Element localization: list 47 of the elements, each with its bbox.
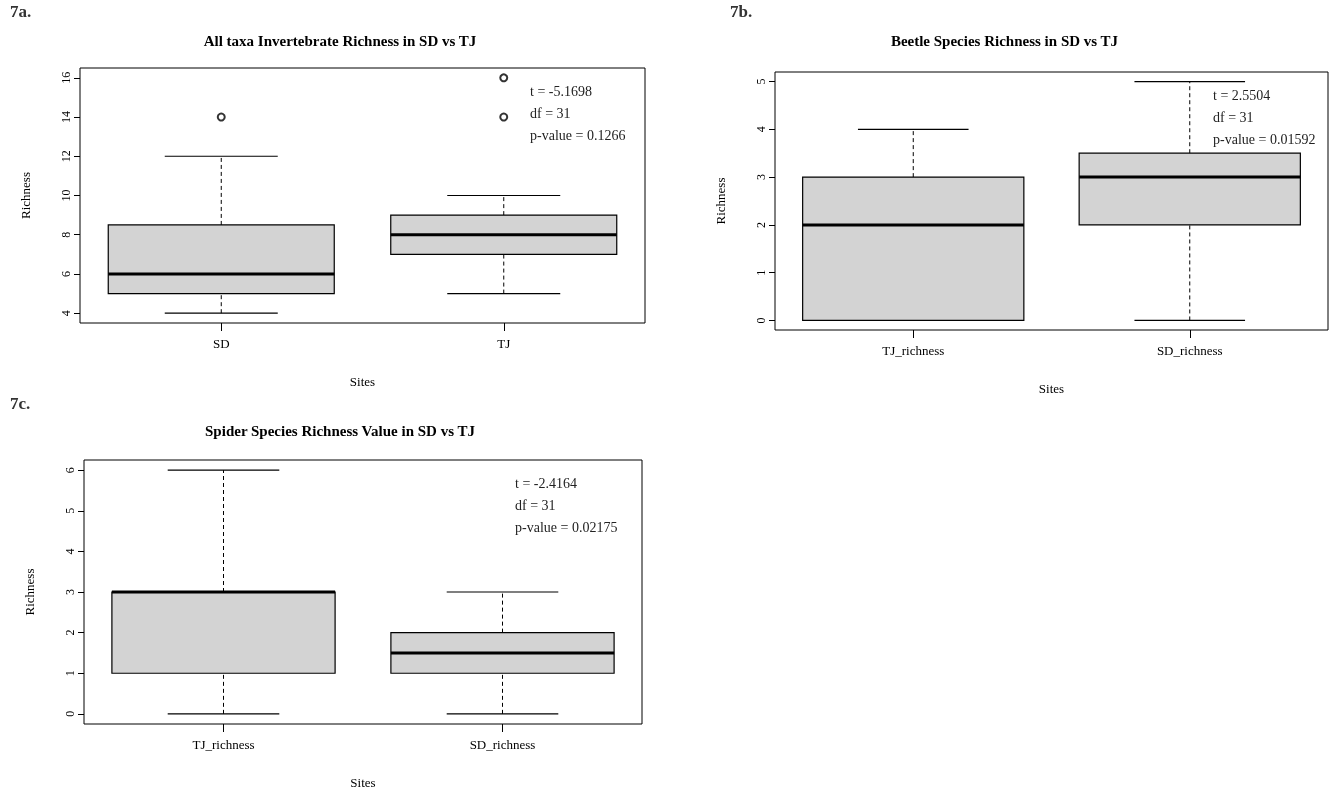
y-tick-label: 4 xyxy=(59,310,73,317)
x-tick-label: SD xyxy=(212,336,230,351)
y-tick-label: 0 xyxy=(63,710,77,717)
text: 7a. xyxy=(10,2,32,21)
x-axis-title: Sites xyxy=(349,374,376,389)
y-tick-label: 3 xyxy=(63,589,77,595)
y-axis-title: Richness xyxy=(22,568,37,616)
chart-title: All taxa Invertebrate Richness in SD vs TJ xyxy=(203,32,477,49)
y-tick-label: 5 xyxy=(63,507,77,514)
y-axis-title: Richness xyxy=(18,172,33,219)
annotation: p-value = 0.1266 xyxy=(530,127,626,143)
y-tick-label: 14 xyxy=(59,111,73,124)
annotation: p-value = 0.01592 xyxy=(1213,131,1316,147)
x-tick-label: TJ xyxy=(497,336,511,351)
y-tick-label: 6 xyxy=(59,270,73,277)
text: 7c. xyxy=(10,394,31,413)
x-tick-label: SD_richness xyxy=(1156,343,1223,358)
text: 7b. xyxy=(730,2,753,21)
x-axis-title: Sites xyxy=(1038,381,1065,396)
y-tick-label: 10 xyxy=(59,189,73,202)
y-tick-label: 1 xyxy=(754,269,768,276)
y-tick-label: 5 xyxy=(754,78,768,85)
annotation: p-value = 0.02175 xyxy=(515,519,618,535)
y-tick-label: 8 xyxy=(59,231,73,238)
y-tick-label: 2 xyxy=(754,221,768,228)
y-tick-label: 1 xyxy=(63,670,77,677)
x-tick-label: SD_richness xyxy=(469,737,536,752)
x-tick-label: TJ_richness xyxy=(882,343,945,358)
y-tick-label: 2 xyxy=(63,629,77,636)
chart-title: Spider Species Richness Value in SD vs TJ xyxy=(205,422,476,439)
y-tick-label: 4 xyxy=(754,126,768,133)
y-tick-label: 6 xyxy=(63,467,77,474)
annotation: t = 2.5504 xyxy=(1213,87,1271,103)
y-tick-label: 12 xyxy=(59,150,73,163)
y-tick-label: 16 xyxy=(59,71,73,84)
y-tick-label: 3 xyxy=(754,174,768,181)
x-axis-title: Sites xyxy=(350,775,376,790)
annotation: df = 31 xyxy=(530,105,571,121)
annotation: t = -5.1698 xyxy=(530,83,592,99)
annotation: t = -2.4164 xyxy=(515,475,577,491)
annotation: df = 31 xyxy=(1213,109,1254,125)
chart-title: Beetle Species Richness in SD vs TJ xyxy=(890,32,1119,49)
y-axis-title: Richness xyxy=(713,177,728,225)
x-tick-label: TJ_richness xyxy=(192,737,255,752)
y-tick-label: 0 xyxy=(754,317,768,324)
y-tick-label: 4 xyxy=(63,548,77,555)
annotation: df = 31 xyxy=(515,497,556,513)
